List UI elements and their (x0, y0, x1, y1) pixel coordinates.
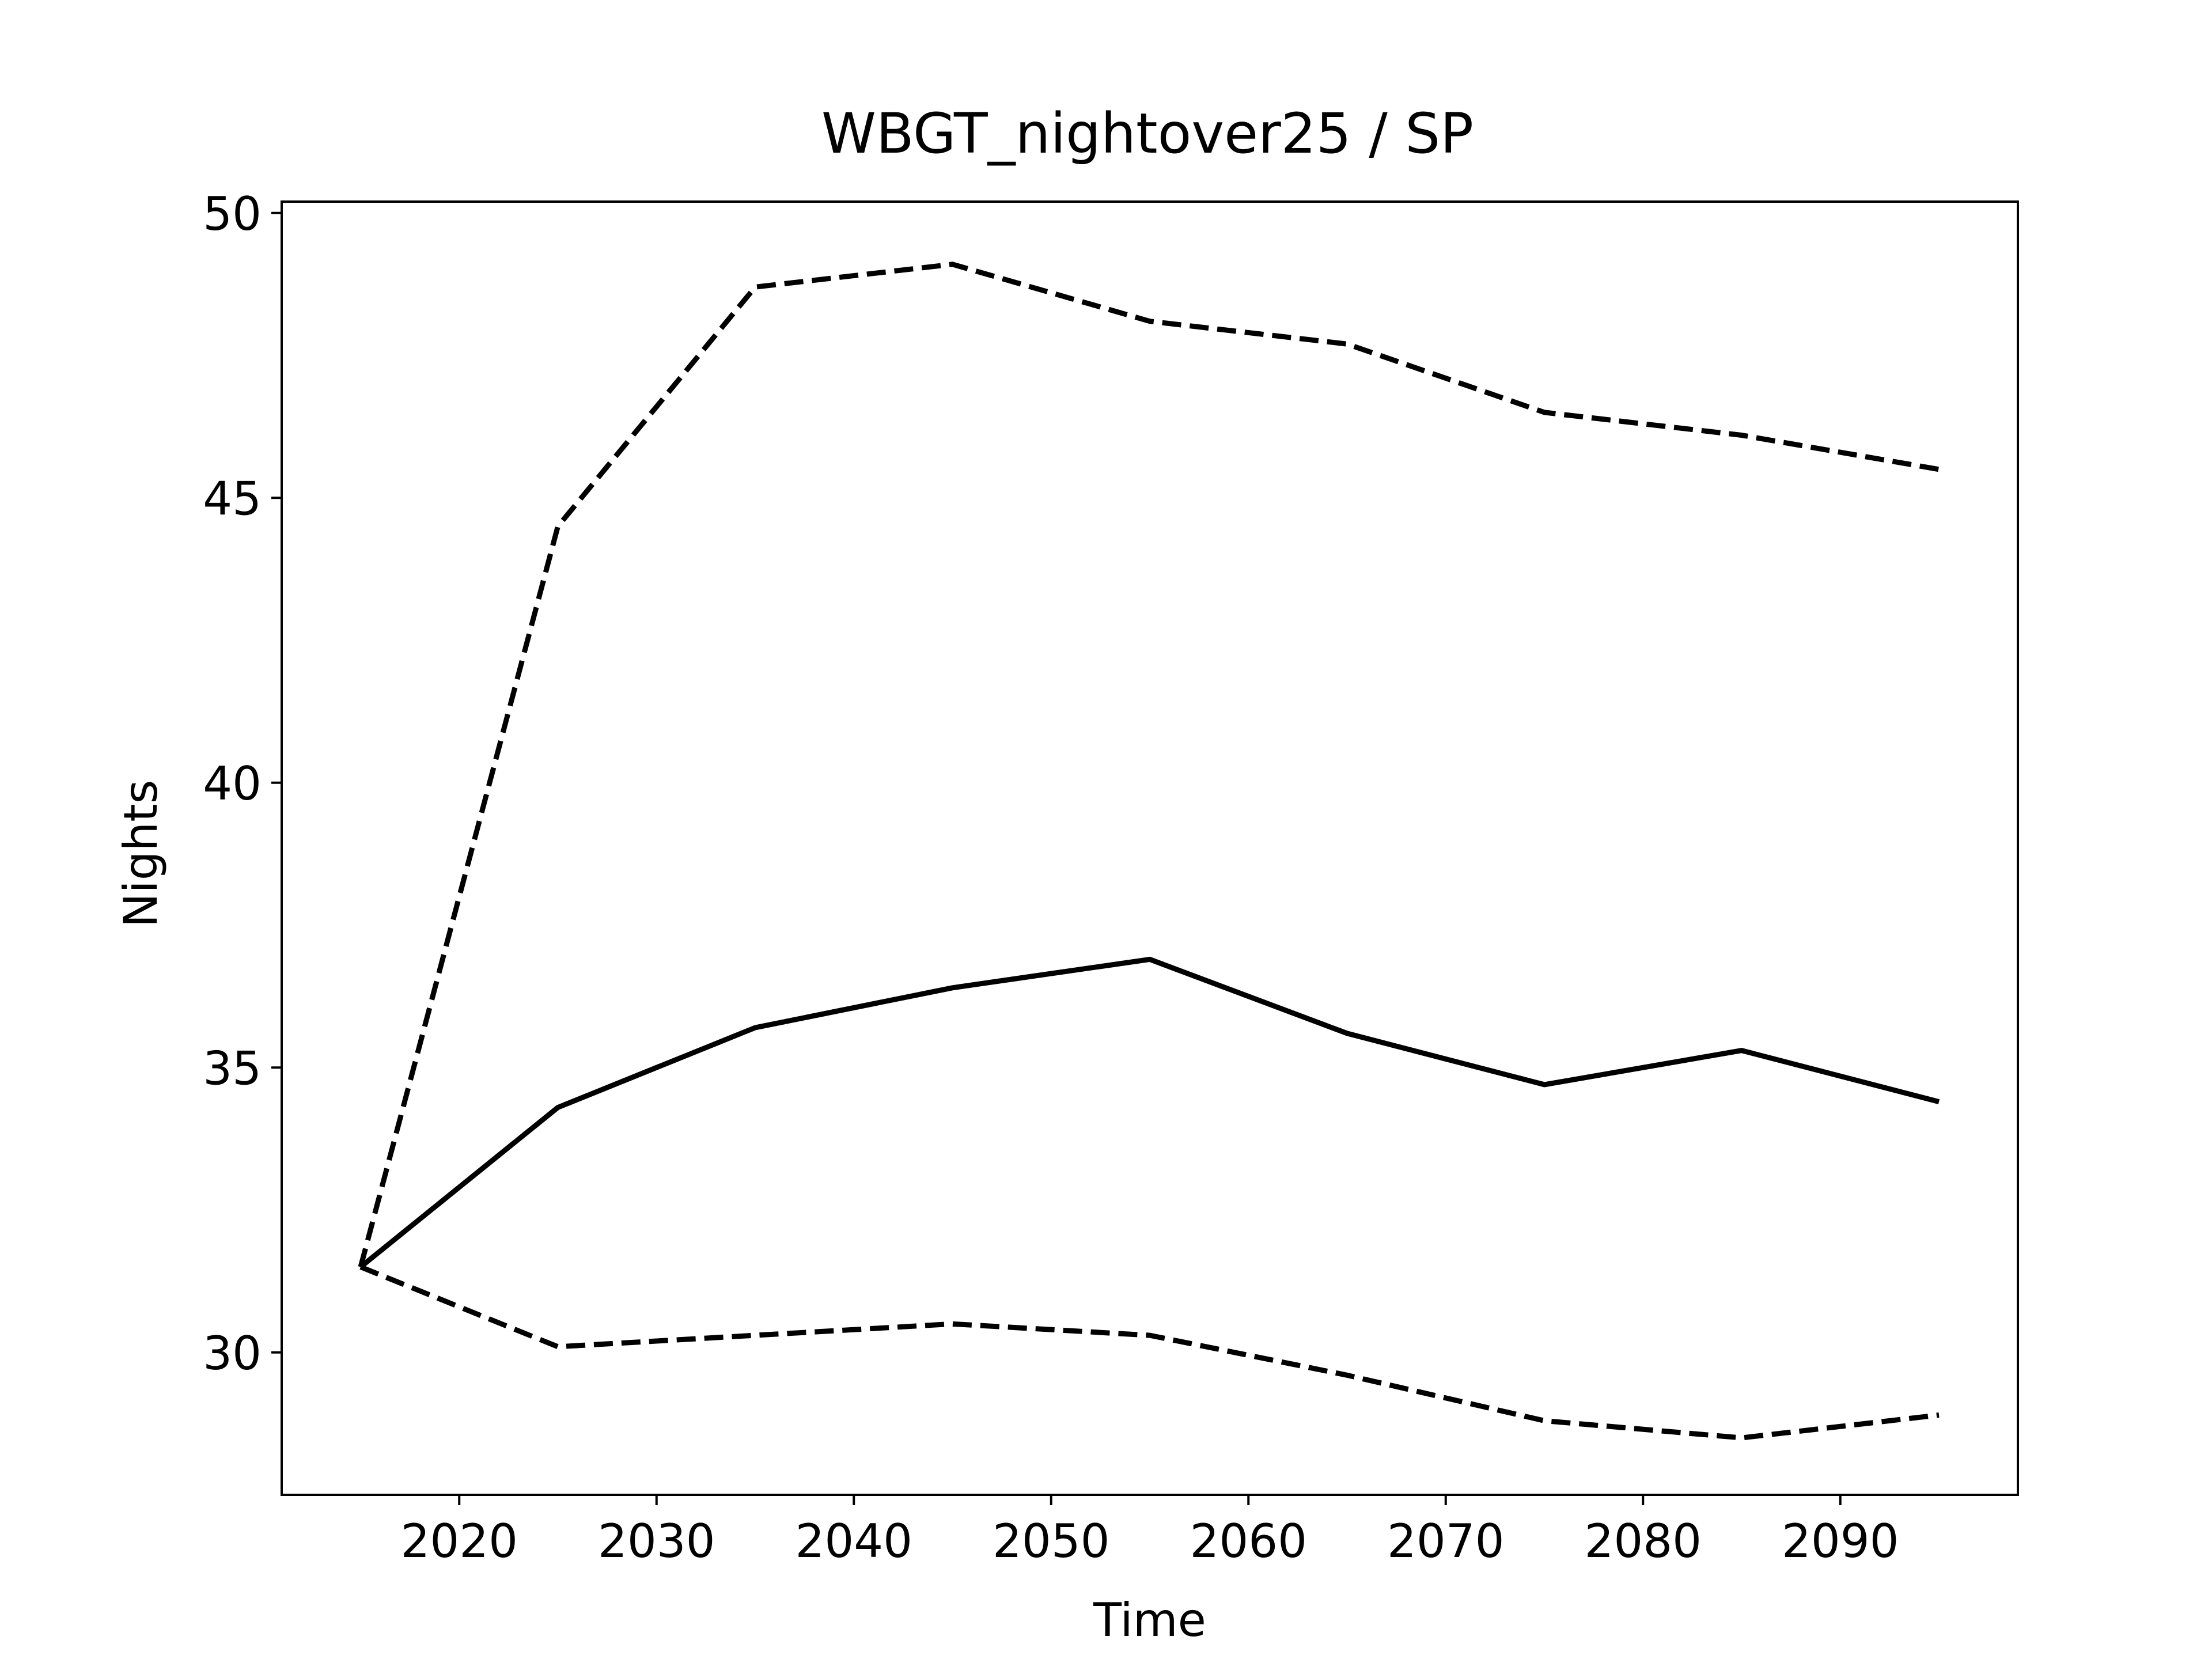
x-tick-label: 2020 (400, 1514, 518, 1568)
x-axis-ticks: 2020 2030 2040 2050 2060 2070 2080 2090 (400, 1495, 1899, 1568)
series-line-1 (358, 262, 1940, 1268)
x-axis-label: Time (1093, 1593, 1206, 1647)
y-tick-label: 50 (203, 187, 262, 241)
chart-title: WBGT_nightover25 / SP (821, 101, 1474, 166)
x-tick-label: 2050 (993, 1514, 1110, 1568)
x-tick-label: 2070 (1387, 1514, 1505, 1568)
plot-frame (281, 200, 2019, 1496)
x-tick-label: 2080 (1584, 1514, 1702, 1568)
y-axis-label: Nights (114, 780, 168, 928)
y-axis-ticks: 30 35 40 45 50 (203, 187, 282, 1380)
series-line-2 (359, 956, 1940, 1269)
y-tick-label: 35 (203, 1041, 262, 1095)
series-layer (358, 262, 1940, 1441)
y-tick-label: 45 (203, 472, 262, 525)
x-tick-label: 2060 (1190, 1514, 1307, 1568)
series-line-3 (359, 1264, 1940, 1441)
y-tick-label: 40 (203, 757, 262, 810)
y-tick-label: 30 (203, 1327, 262, 1380)
x-tick-label: 2030 (598, 1514, 715, 1568)
x-tick-label: 2090 (1782, 1514, 1899, 1568)
x-tick-label: 2040 (795, 1514, 912, 1568)
